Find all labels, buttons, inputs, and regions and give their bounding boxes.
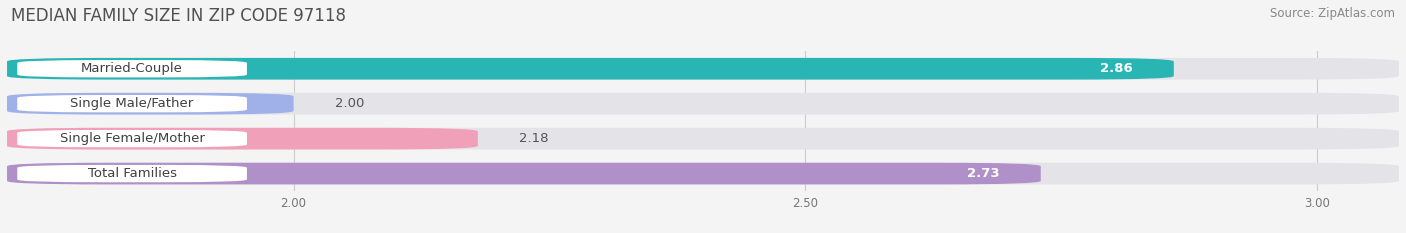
FancyBboxPatch shape xyxy=(7,58,1174,80)
FancyBboxPatch shape xyxy=(7,93,294,115)
Text: 2.73: 2.73 xyxy=(967,167,1000,180)
Text: Single Male/Father: Single Male/Father xyxy=(70,97,194,110)
FancyBboxPatch shape xyxy=(17,60,247,77)
FancyBboxPatch shape xyxy=(7,128,478,150)
Text: Total Families: Total Families xyxy=(87,167,177,180)
FancyBboxPatch shape xyxy=(17,130,247,147)
FancyBboxPatch shape xyxy=(17,165,247,182)
Text: 2.00: 2.00 xyxy=(335,97,364,110)
Text: 2.18: 2.18 xyxy=(519,132,548,145)
Text: Source: ZipAtlas.com: Source: ZipAtlas.com xyxy=(1270,7,1395,20)
Text: Single Female/Mother: Single Female/Mother xyxy=(59,132,204,145)
FancyBboxPatch shape xyxy=(7,163,1399,185)
Text: Married-Couple: Married-Couple xyxy=(82,62,183,75)
Text: 2.86: 2.86 xyxy=(1099,62,1133,75)
FancyBboxPatch shape xyxy=(17,95,247,112)
FancyBboxPatch shape xyxy=(7,93,1399,115)
Text: MEDIAN FAMILY SIZE IN ZIP CODE 97118: MEDIAN FAMILY SIZE IN ZIP CODE 97118 xyxy=(11,7,346,25)
FancyBboxPatch shape xyxy=(7,128,1399,150)
FancyBboxPatch shape xyxy=(7,58,1399,80)
FancyBboxPatch shape xyxy=(7,163,1040,185)
